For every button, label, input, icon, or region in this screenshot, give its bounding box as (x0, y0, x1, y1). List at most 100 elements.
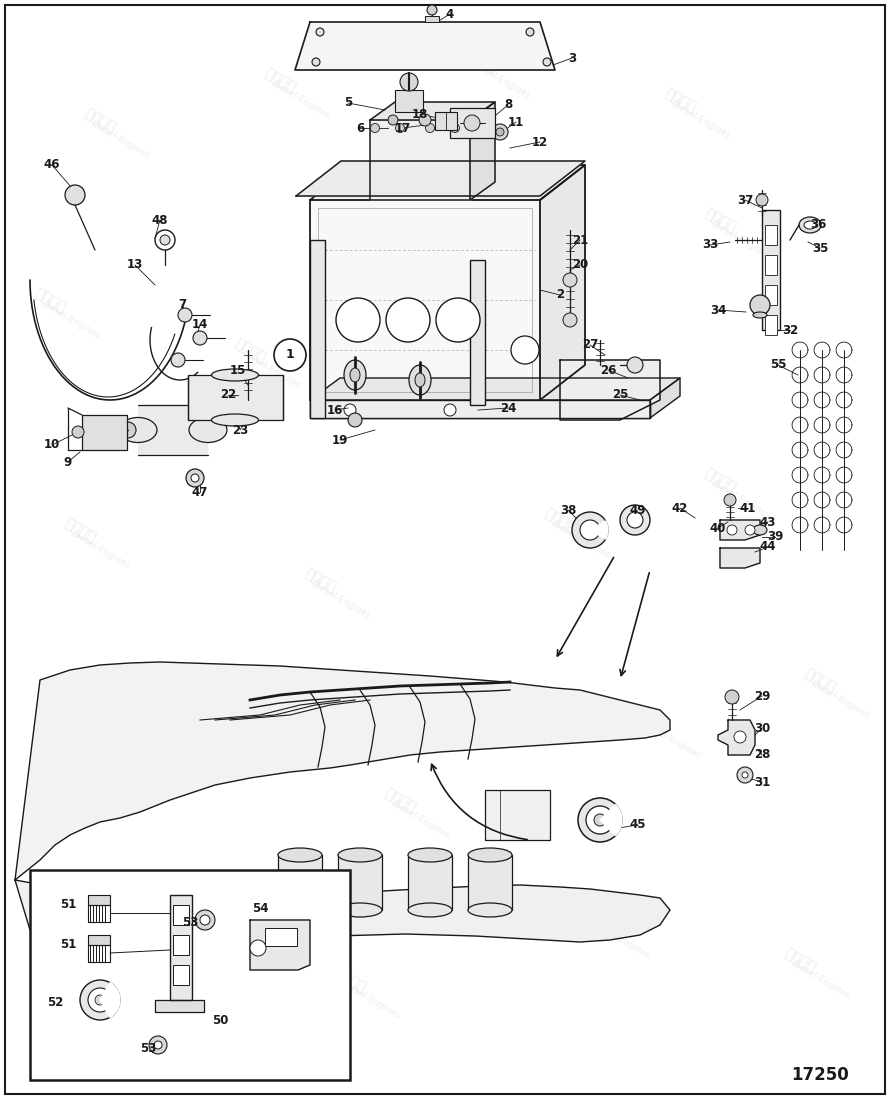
Polygon shape (310, 165, 585, 200)
Circle shape (274, 338, 306, 371)
Text: 紫发动力: 紫发动力 (462, 45, 498, 75)
Text: 紫发动力: 紫发动力 (802, 666, 838, 695)
Text: 27: 27 (582, 338, 598, 352)
Text: 38: 38 (560, 503, 576, 517)
Circle shape (344, 404, 356, 417)
Polygon shape (15, 880, 670, 943)
Ellipse shape (278, 848, 322, 862)
Text: Diesel-Engines: Diesel-Engines (389, 799, 451, 841)
Text: 7: 7 (178, 299, 186, 311)
Ellipse shape (212, 369, 258, 381)
Text: 20: 20 (572, 258, 588, 271)
Circle shape (450, 123, 459, 133)
Text: 13: 13 (127, 258, 143, 271)
Circle shape (250, 940, 266, 956)
Text: Diesel-Engines: Diesel-Engines (668, 99, 732, 141)
Text: Diesel-Engines: Diesel-Engines (139, 750, 201, 790)
Text: 8: 8 (504, 99, 512, 111)
Text: 30: 30 (754, 722, 770, 734)
Ellipse shape (753, 312, 767, 318)
Text: Diesel-Engines: Diesel-Engines (339, 979, 401, 1021)
Text: 44: 44 (760, 541, 776, 554)
Circle shape (312, 58, 320, 66)
Text: 47: 47 (192, 486, 208, 499)
Circle shape (492, 124, 508, 140)
Polygon shape (15, 662, 670, 880)
Circle shape (154, 1041, 162, 1050)
Text: 29: 29 (754, 689, 770, 702)
Ellipse shape (753, 525, 767, 535)
Polygon shape (250, 920, 310, 970)
Circle shape (316, 27, 324, 36)
Bar (310, 240, 325, 418)
Bar (468, 855, 512, 910)
Circle shape (120, 422, 136, 439)
Text: 22: 22 (220, 389, 236, 401)
Polygon shape (310, 200, 540, 400)
Circle shape (419, 114, 431, 126)
Text: 53: 53 (182, 915, 198, 929)
Circle shape (594, 814, 606, 826)
Text: 紫发动力: 紫发动力 (782, 945, 818, 975)
Ellipse shape (212, 414, 258, 426)
Text: Diesel-Engines: Diesel-Engines (589, 920, 651, 961)
Bar (138, 406, 208, 455)
Text: 6: 6 (356, 122, 364, 134)
Text: Diesel-Engines: Diesel-Engines (489, 279, 551, 321)
Text: Diesel-Engines: Diesel-Engines (39, 299, 101, 341)
Text: 26: 26 (600, 364, 616, 377)
Circle shape (543, 58, 551, 66)
Text: 32: 32 (782, 323, 798, 336)
Text: 紫发动力: 紫发动力 (542, 506, 578, 534)
Bar (765, 225, 777, 245)
Text: 紫发动力: 紫发动力 (662, 86, 698, 114)
Ellipse shape (408, 903, 452, 917)
Text: 51: 51 (60, 899, 77, 911)
Ellipse shape (468, 848, 512, 862)
Text: 53: 53 (140, 1042, 156, 1055)
Text: 14: 14 (192, 319, 208, 332)
Ellipse shape (409, 365, 431, 395)
Text: Diesel-Engines: Diesel-Engines (269, 79, 331, 121)
Text: Diesel-Engines: Diesel-Engines (708, 220, 772, 260)
Text: 55: 55 (770, 358, 786, 371)
Bar (265, 928, 297, 946)
Circle shape (737, 767, 753, 782)
Circle shape (80, 980, 120, 1020)
Circle shape (436, 298, 480, 342)
Bar (278, 855, 322, 910)
Polygon shape (540, 165, 585, 400)
Circle shape (178, 308, 192, 322)
Ellipse shape (338, 903, 382, 917)
Circle shape (563, 273, 577, 287)
Bar (425, 16, 439, 22)
Text: 9: 9 (64, 455, 72, 468)
Text: 紫发动力: 紫发动力 (302, 566, 338, 595)
Ellipse shape (408, 848, 452, 862)
Ellipse shape (119, 418, 157, 443)
Text: 紫发动力: 紫发动力 (262, 66, 298, 95)
Text: 10: 10 (44, 439, 61, 452)
Text: 16: 16 (327, 403, 344, 417)
Ellipse shape (338, 848, 382, 862)
Circle shape (496, 127, 504, 136)
Bar (765, 285, 777, 306)
Bar (88, 895, 110, 904)
Text: 12: 12 (532, 135, 548, 148)
Circle shape (395, 123, 404, 133)
Bar (765, 315, 777, 335)
Polygon shape (296, 160, 585, 196)
Circle shape (563, 313, 577, 328)
Circle shape (336, 298, 380, 342)
Text: 2: 2 (556, 289, 564, 301)
Text: Diesel-Engines: Diesel-Engines (89, 120, 151, 160)
Bar (395, 90, 423, 112)
Bar (173, 965, 189, 985)
Text: 54: 54 (252, 901, 268, 914)
Text: 23: 23 (232, 423, 248, 436)
Circle shape (160, 235, 170, 245)
Circle shape (195, 910, 215, 930)
Text: 46: 46 (44, 158, 61, 171)
Bar (82, 415, 127, 449)
Circle shape (193, 331, 207, 345)
